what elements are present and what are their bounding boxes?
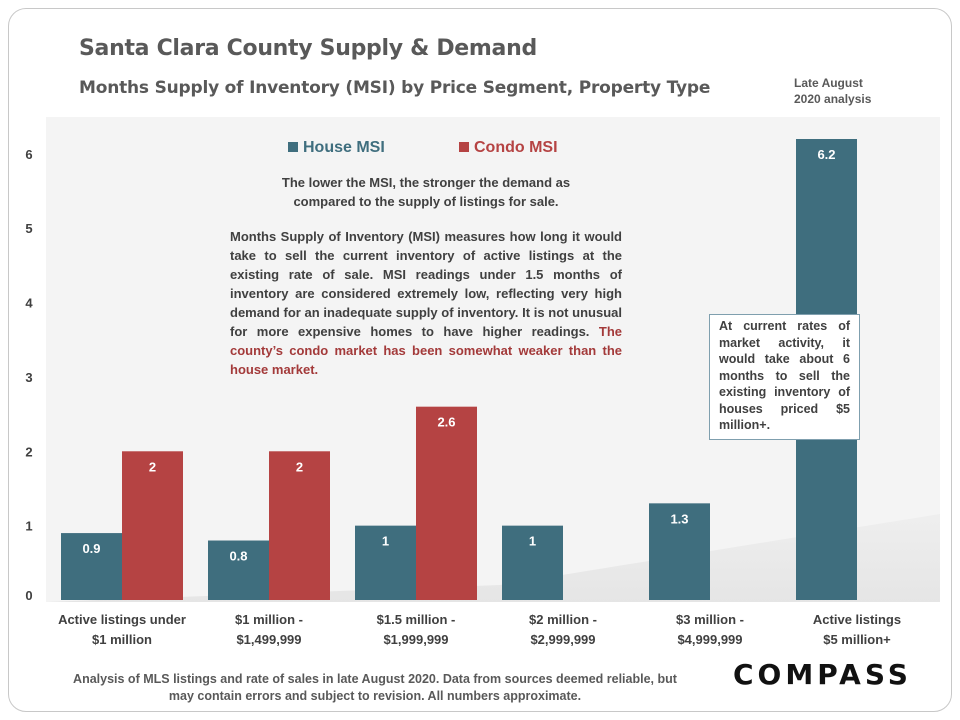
x-category-label: Active listings: [813, 612, 901, 627]
five-million-callout: At current rates of market activity, it …: [709, 314, 860, 440]
house-msi-bar: [355, 525, 416, 600]
y-tick-label: 1: [25, 519, 32, 534]
house-msi-value-label: 0.8: [229, 549, 247, 564]
condo-msi-value-label: 2: [149, 459, 156, 474]
x-category-label: $1.5 million -: [377, 612, 456, 627]
y-tick-label: 3: [25, 370, 32, 385]
analysis-date-line-1: Late August: [794, 76, 863, 90]
house-msi-value-label: 0.9: [82, 541, 100, 556]
x-category-label: Active listings under: [58, 612, 186, 627]
condo-msi-value-label: 2.6: [437, 415, 455, 430]
compass-logo: COMPASS: [733, 658, 912, 691]
house-msi-value-label: 1: [529, 534, 536, 549]
plot-floor-shadow: [46, 513, 940, 602]
x-category-label: $3 million -: [676, 612, 744, 627]
condo-legend-label: Condo MSI: [474, 139, 558, 156]
condo-msi-value-label: 2: [296, 459, 303, 474]
house-msi-bar: [61, 533, 122, 600]
x-category-label: $1,499,999: [236, 632, 301, 647]
y-tick-label: 0: [25, 588, 32, 603]
msi-long-explanation: Months Supply of Inventory (MSI) measure…: [230, 227, 622, 379]
msi-definition-lead: Months Supply of Inventory (MSI): [230, 229, 440, 244]
house-legend-label: House MSI: [303, 139, 385, 156]
y-tick-label: 5: [25, 221, 32, 236]
msi-bar-chart: 0 1 2 3 4 5 6 0.9 0.8 1 1 1.3 6.2 2 2 2.6 Active listi…: [25, 117, 940, 647]
y-tick-label: 4: [25, 296, 33, 311]
x-category-label: $1 million: [92, 632, 152, 647]
analysis-date-line-2: 2020 analysis: [794, 92, 872, 106]
house-msi-value-label: 6.2: [817, 147, 835, 162]
analysis-date-note: Late August 2020 analysis: [794, 75, 904, 107]
x-category-label: $2,999,999: [530, 632, 595, 647]
x-category-label: $4,999,999: [677, 632, 742, 647]
data-source-footnote: Analysis of MLS listings and rate of sal…: [73, 672, 677, 703]
condo-market-note: The county’s condo market has been somew…: [230, 324, 622, 377]
y-tick-label: 2: [25, 444, 32, 459]
house-msi-value-label: 1: [382, 534, 389, 549]
msi-definition-body: measures how long it would take to sell …: [230, 229, 622, 339]
x-category-label: $2 million -: [529, 612, 597, 627]
house-msi-bar: [649, 503, 710, 600]
condo-msi-bar: [122, 451, 183, 600]
x-category-label: $1,999,999: [383, 632, 448, 647]
condo-legend-swatch: [459, 142, 469, 152]
condo-msi-bar: [269, 451, 330, 600]
page-subtitle: Months Supply of Inventory (MSI) by Pric…: [79, 78, 711, 98]
house-msi-value-label: 1.3: [670, 511, 688, 526]
x-category-label: $1 million -: [235, 612, 303, 627]
y-tick-label: 6: [25, 147, 32, 162]
msi-short-explanation: The lower the MSI, the stronger the dema…: [281, 175, 571, 209]
house-msi-bar: [208, 540, 269, 600]
house-msi-bar: [502, 525, 563, 600]
condo-msi-bar: [416, 406, 477, 600]
page-title: Santa Clara County Supply & Demand: [79, 36, 537, 61]
house-legend-swatch: [288, 142, 298, 152]
x-category-label: $5 million+: [823, 632, 891, 647]
